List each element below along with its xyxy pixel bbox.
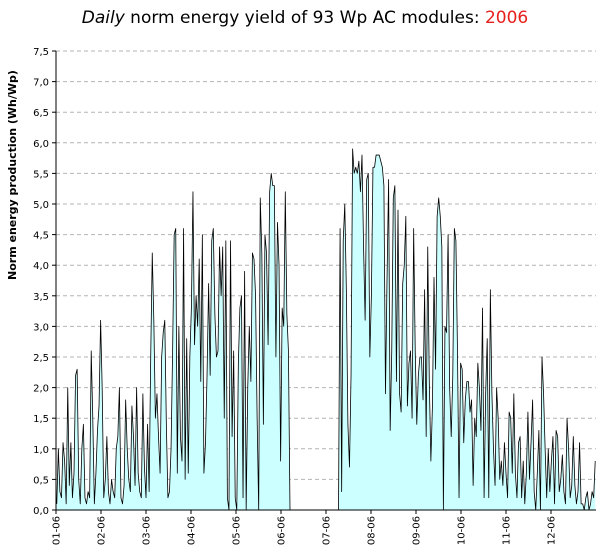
x-tick-labels: 01-06 02-06 03-06 04-06 05-06 06-06 07-06 08-06… <box>52 516 558 545</box>
title-year: 2006 <box>484 8 529 28</box>
y-tick-label: 3,5 <box>33 292 49 303</box>
axes <box>52 50 596 514</box>
y-tick-label: 4,5 <box>33 231 49 242</box>
x-tick-label: 06-06 <box>277 516 288 545</box>
x-tick-label: 07-06 <box>322 516 333 545</box>
title-main: norm energy yield of 93 Wp AC modules: <box>124 8 485 28</box>
y-tick-label: 7,0 <box>33 78 49 89</box>
data-area-fill <box>56 148 596 511</box>
x-tick-label: 08-06 <box>367 516 378 545</box>
x-tick-label: 04-06 <box>187 516 198 545</box>
y-tick-label: 7,5 <box>33 47 49 58</box>
x-tick-label: 05-06 <box>232 516 243 545</box>
y-tick-label: 0,5 <box>33 475 49 486</box>
y-tick-label: 4,0 <box>33 261 49 272</box>
y-tick-label: 1,5 <box>33 414 49 425</box>
x-tick-label: 03-06 <box>142 516 153 545</box>
x-tick-label: 10-06 <box>457 516 468 545</box>
y-tick-label: 2,0 <box>33 384 49 395</box>
y-tick-labels: 0,0 0,5 1,0 1,5 2,0 2,5 3,0 3,5 4,0 4,5 5,0 5,5 6,0 6… <box>33 47 49 517</box>
x-tick-label: 12-06 <box>547 516 558 545</box>
data-area <box>56 148 596 511</box>
y-tick-label: 3,0 <box>33 322 49 333</box>
y-tick-label: 6,0 <box>33 139 49 150</box>
y-tick-label: 0,0 <box>33 506 49 517</box>
title-italic: Daily <box>81 8 125 28</box>
y-tick-label: 5,0 <box>33 200 49 211</box>
y-tick-label: 6,5 <box>33 108 49 119</box>
x-tick-label: 01-06 <box>52 516 63 545</box>
y-tick-label: 5,5 <box>33 169 49 180</box>
x-tick-label: 11-06 <box>502 516 513 545</box>
x-tick-label: 09-06 <box>412 516 423 545</box>
y-tick-label: 1,0 <box>33 445 49 456</box>
y-tick-label: 2,5 <box>33 353 49 364</box>
x-tick-label: 02-06 <box>97 516 108 545</box>
chart-title: Daily norm energy yield of 93 Wp AC modu… <box>0 8 610 28</box>
